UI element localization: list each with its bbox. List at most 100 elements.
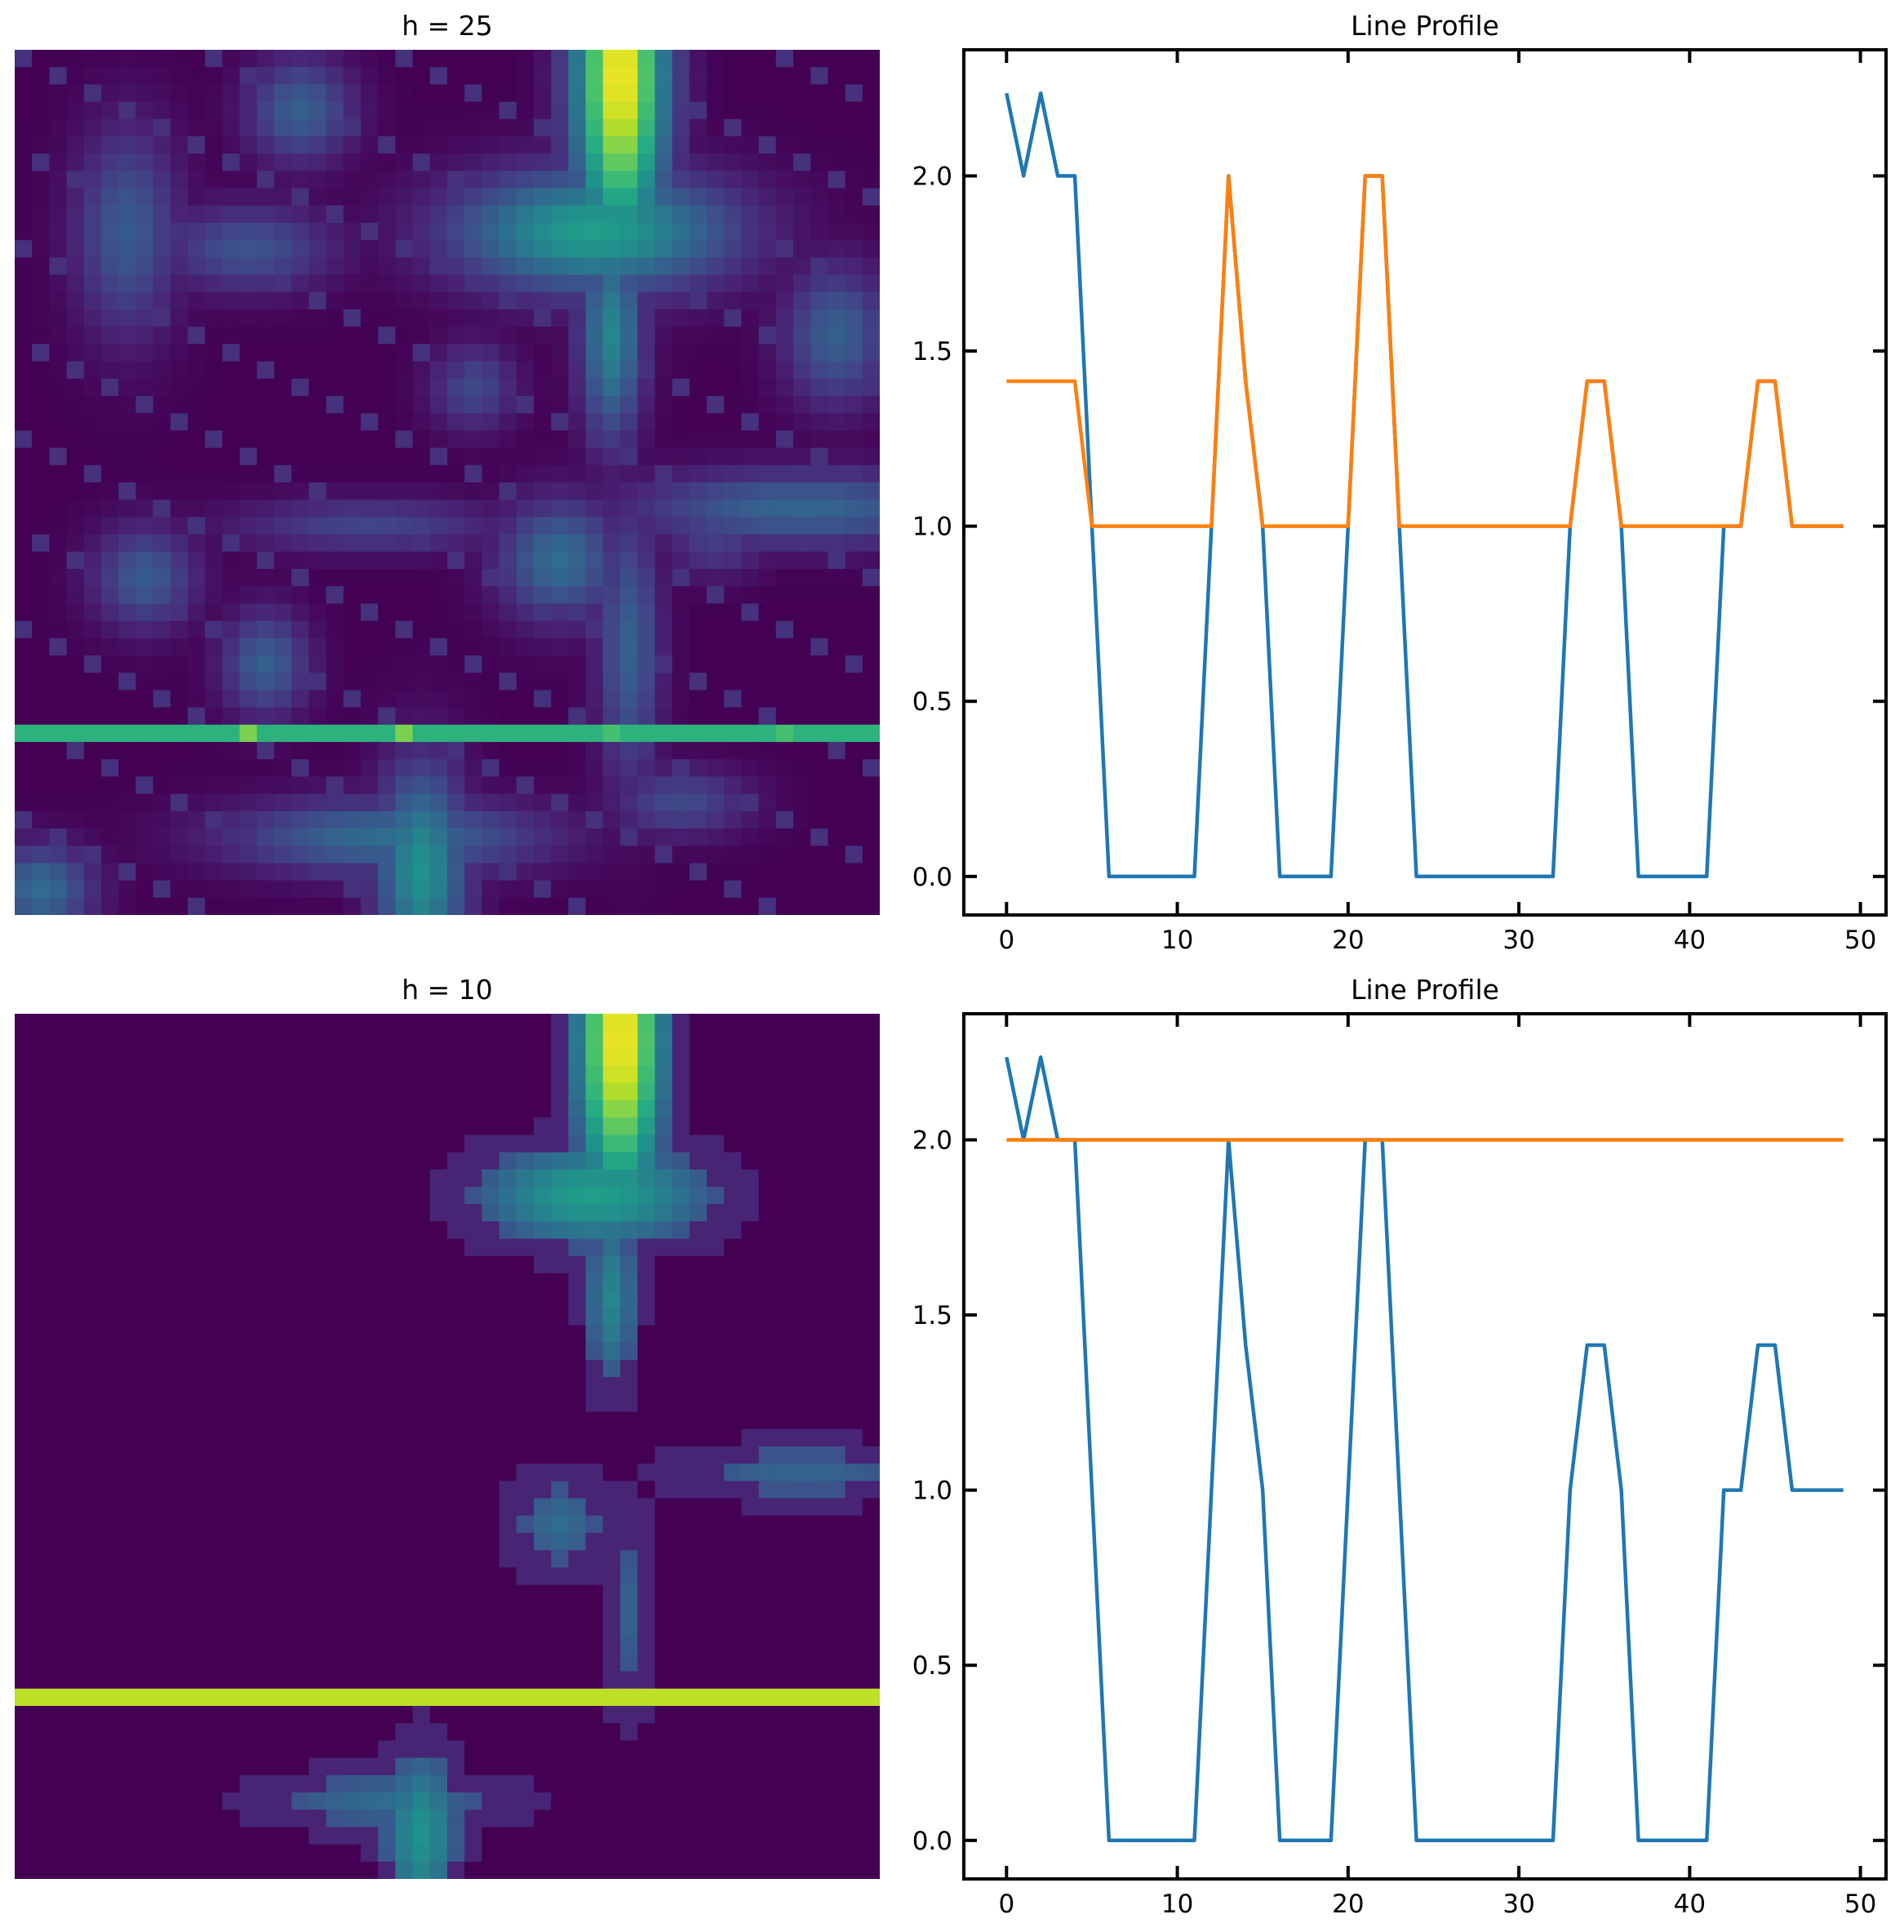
heatmap-cell: [412, 897, 431, 915]
heatmap-cell: [810, 1325, 828, 1344]
heatmap-cell: [239, 67, 258, 85]
heatmap-cell: [534, 1065, 552, 1084]
heatmap-cell: [101, 1428, 119, 1447]
heatmap-cell: [637, 620, 655, 639]
heatmap-highlight-cell: [655, 1688, 673, 1707]
heatmap-cell: [862, 413, 880, 431]
heatmap-cell: [205, 482, 223, 500]
heatmap-cell: [551, 1204, 569, 1222]
heatmap-cell: [568, 1014, 587, 1032]
heatmap-cell: [188, 430, 206, 449]
heatmap-cell: [758, 828, 777, 846]
heatmap-cell: [862, 1290, 880, 1308]
heatmap-cell: [361, 1394, 379, 1413]
heatmap-cell: [707, 500, 725, 517]
heatmap-cell: [153, 620, 171, 639]
heatmap-cell: [810, 326, 828, 344]
heatmap-cell: [15, 171, 33, 189]
heatmap-cell: [637, 1082, 655, 1101]
heatmap-cell: [828, 1601, 846, 1620]
heatmap-cell: [205, 1204, 223, 1222]
heatmap-cell: [326, 620, 344, 639]
heatmap-cell: [637, 637, 655, 656]
heatmap-cell: [274, 1567, 292, 1586]
heatmap-cell: [256, 1601, 275, 1620]
heatmap-cell: [741, 1654, 760, 1672]
heatmap-cell: [291, 1204, 309, 1222]
heatmap-cell: [135, 240, 154, 258]
heatmap-cell: [568, 413, 587, 431]
heatmap-cell: [828, 1308, 846, 1326]
heatmap-cell: [83, 1844, 102, 1863]
heatmap-cell: [395, 464, 414, 483]
heatmap-cell: [620, 1567, 638, 1586]
heatmap-cell: [447, 309, 465, 327]
heatmap-cell: [361, 378, 379, 397]
heatmap-cell: [412, 534, 431, 553]
heatmap-cell: [343, 655, 362, 673]
heatmap-cell: [222, 67, 241, 85]
heatmap-cell: [775, 1360, 794, 1378]
heatmap-cell: [395, 1273, 414, 1291]
heatmap-cell: [845, 569, 863, 587]
heatmap-cell: [412, 1065, 431, 1084]
heatmap-cell: [689, 50, 708, 68]
heatmap-cell: [205, 673, 223, 691]
heatmap-cell: [308, 309, 327, 327]
heatmap-cell: [222, 1671, 241, 1690]
heatmap-cell: [170, 1342, 189, 1361]
heatmap-cell: [620, 50, 638, 68]
heatmap-cell: [222, 1273, 241, 1291]
heatmap-cell: [672, 361, 690, 380]
heatmap-cell: [810, 464, 828, 483]
heatmap-cell: [482, 50, 500, 68]
heatmap-cell: [49, 897, 68, 915]
heatmap-cell: [395, 67, 414, 85]
heatmap-cell: [534, 1325, 552, 1344]
heatmap-cell: [429, 742, 448, 760]
heatmap-cell: [378, 240, 396, 258]
heatmap-cell: [343, 1238, 362, 1257]
heatmap-cell: [447, 690, 465, 708]
heatmap-cell: [551, 1325, 569, 1344]
heatmap-cell: [188, 1394, 206, 1413]
heatmap-cell: [793, 1637, 811, 1654]
heatmap-cell: [689, 1082, 708, 1101]
heatmap-cell: [724, 1740, 742, 1759]
heatmap-cell: [620, 1082, 638, 1101]
heatmap-cell: [274, 1498, 292, 1517]
heatmap-cell: [568, 1844, 587, 1863]
heatmap-highlight-cell: [637, 1688, 655, 1707]
heatmap-cell: [724, 569, 742, 587]
heatmap-cell: [101, 500, 119, 517]
heatmap-cell: [516, 534, 535, 553]
heatmap-cell: [793, 1238, 811, 1257]
heatmap-cell: [378, 1152, 396, 1170]
heatmap-cell: [83, 240, 102, 258]
heatmap-cell: [845, 413, 863, 431]
heatmap-cell: [32, 67, 50, 85]
heatmap-cell: [464, 188, 482, 207]
heatmap-cell: [655, 413, 673, 431]
heatmap-cell: [83, 1601, 102, 1620]
heatmap-cell: [274, 897, 292, 915]
heatmap-cell: [758, 811, 777, 829]
heatmap-cell: [672, 326, 690, 344]
heatmap-cell: [464, 1481, 482, 1499]
heatmap-cell: [429, 118, 448, 137]
heatmap-cell: [361, 1567, 379, 1586]
heatmap-cell: [447, 793, 465, 812]
heatmap-cell: [308, 1481, 327, 1499]
heatmap-cell: [256, 1117, 275, 1135]
heatmap-cell: [810, 84, 828, 103]
heatmap-cell: [205, 1325, 223, 1344]
heatmap-cell: [585, 1601, 604, 1620]
heatmap-cell: [101, 1792, 119, 1810]
heatmap-cell: [326, 1446, 344, 1464]
heatmap-cell: [724, 1325, 742, 1344]
heatmap-cell: [326, 205, 344, 224]
heatmap-cell: [118, 846, 136, 864]
heatmap-cell: [66, 291, 85, 310]
heatmap-cell: [637, 1360, 655, 1378]
heatmap-cell: [32, 1446, 50, 1464]
